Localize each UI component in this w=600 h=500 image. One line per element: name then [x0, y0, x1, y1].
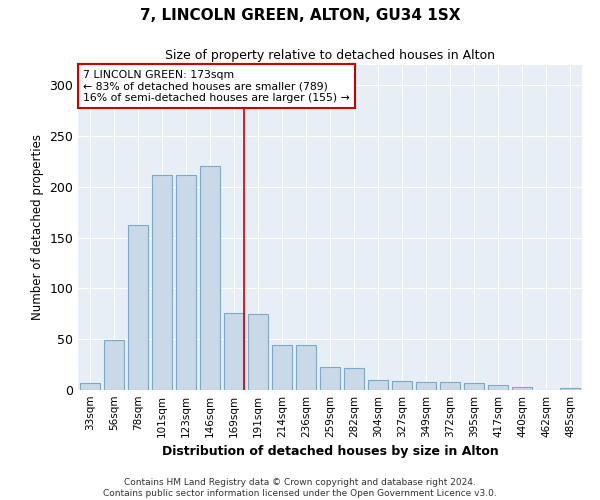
- Bar: [488, 385, 508, 390]
- Y-axis label: Number of detached properties: Number of detached properties: [31, 134, 44, 320]
- Bar: [176, 174, 196, 390]
- Text: 7 LINCOLN GREEN: 173sqm
← 83% of detached houses are smaller (789)
16% of semi-d: 7 LINCOLN GREEN: 173sqm ← 83% of detache…: [83, 70, 350, 103]
- Bar: [368, 380, 388, 390]
- X-axis label: Distribution of detached houses by size in Alton: Distribution of detached houses by size …: [161, 446, 499, 458]
- Bar: [152, 174, 172, 390]
- Bar: [440, 382, 460, 390]
- Bar: [272, 346, 292, 390]
- Bar: [128, 226, 148, 390]
- Bar: [464, 383, 484, 390]
- Bar: [320, 366, 340, 390]
- Bar: [248, 314, 268, 390]
- Bar: [344, 368, 364, 390]
- Bar: [200, 166, 220, 390]
- Bar: [512, 387, 532, 390]
- Text: Contains HM Land Registry data © Crown copyright and database right 2024.
Contai: Contains HM Land Registry data © Crown c…: [103, 478, 497, 498]
- Bar: [80, 383, 100, 390]
- Bar: [392, 381, 412, 390]
- Bar: [104, 340, 124, 390]
- Bar: [560, 388, 580, 390]
- Bar: [224, 313, 244, 390]
- Text: 7, LINCOLN GREEN, ALTON, GU34 1SX: 7, LINCOLN GREEN, ALTON, GU34 1SX: [140, 8, 460, 22]
- Title: Size of property relative to detached houses in Alton: Size of property relative to detached ho…: [165, 50, 495, 62]
- Bar: [296, 346, 316, 390]
- Bar: [416, 382, 436, 390]
